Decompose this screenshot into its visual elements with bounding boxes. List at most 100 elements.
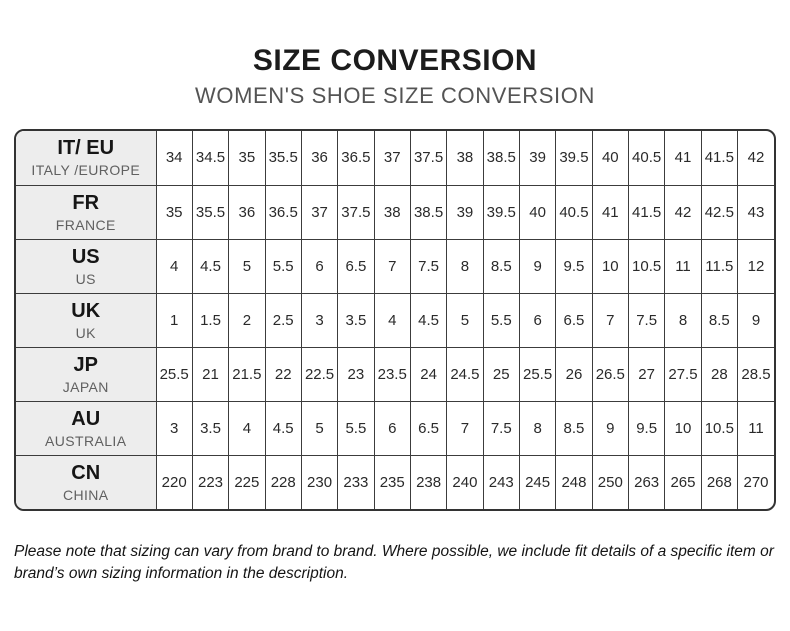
size-cell: 248 <box>555 454 593 510</box>
row-label-cell: IT/ EU ITALY /EUROPE <box>16 131 157 186</box>
size-cell: 5.5 <box>264 238 302 294</box>
size-cell: 10.5 <box>700 400 739 456</box>
size-cell: 228 <box>264 454 302 510</box>
size-cell: 43 <box>737 184 774 240</box>
row-label-region: CHINA <box>62 486 109 503</box>
row-label-region: ITALY /EUROPE <box>31 162 141 179</box>
size-cell: 3 <box>300 292 339 348</box>
size-cell: 40.5 <box>555 184 593 240</box>
size-cell: 36 <box>228 184 266 240</box>
size-cell: 8 <box>518 400 557 456</box>
row-label-cell: UK UK <box>16 292 157 348</box>
size-cell: 40 <box>518 184 557 240</box>
size-cell: 4.5 <box>409 292 448 348</box>
row-label-region: UK <box>75 324 96 341</box>
size-cell: 34 <box>155 131 193 186</box>
size-cell: 11 <box>737 400 774 456</box>
row-label-cell: AU AUSTRALIA <box>16 400 157 456</box>
size-cell: 225 <box>228 454 266 510</box>
size-cell: 22.5 <box>300 346 339 402</box>
size-cell: 38.5 <box>482 131 520 186</box>
size-cell: 35 <box>228 131 266 186</box>
size-cell: 9 <box>737 292 774 348</box>
size-cell: 5.5 <box>337 400 375 456</box>
size-cell: 270 <box>737 454 774 510</box>
row-label-code: IT/ EU <box>57 137 115 160</box>
size-cell: 245 <box>518 454 557 510</box>
table-row-au: AU AUSTRALIA 3 3.5 4 4.5 5 5.5 6 6.5 7 7.5 8 8.5 9 9.5 1… <box>16 400 774 456</box>
size-cell: 9 <box>591 400 629 456</box>
size-cell: 36.5 <box>264 184 302 240</box>
size-cell: 39.5 <box>482 184 520 240</box>
size-cell: 2.5 <box>264 292 302 348</box>
table-row-cn: CN CHINA 220 223 225 228 230 233 235 238 240 243 245… <box>16 454 774 510</box>
row-label-cell: US US <box>16 238 157 294</box>
size-conversion-table-wrap: IT/ EU ITALY /EUROPE 34 34.5 35 35.5 36 36.5 37 3… <box>14 129 776 512</box>
size-cell: 41.5 <box>627 184 666 240</box>
size-cell: 8 <box>664 292 702 348</box>
row-label-region: JAPAN <box>62 378 109 395</box>
size-cell: 220 <box>155 454 193 510</box>
size-cell: 8 <box>446 238 484 294</box>
size-cell: 9.5 <box>555 238 593 294</box>
size-cell: 25 <box>482 346 520 402</box>
size-cell: 6.5 <box>337 238 375 294</box>
size-cell: 21 <box>191 346 230 402</box>
row-label-code: JP <box>73 353 98 376</box>
size-cell: 28 <box>700 346 739 402</box>
size-cell: 42 <box>664 184 702 240</box>
size-conversion-table: IT/ EU ITALY /EUROPE 34 34.5 35 35.5 36 36.5 37 3… <box>16 131 774 510</box>
size-table-body: IT/ EU ITALY /EUROPE 34 34.5 35 35.5 36 36.5 37 3… <box>16 131 774 510</box>
size-cell: 7.5 <box>627 292 666 348</box>
size-cell: 27.5 <box>664 346 702 402</box>
size-cell: 5.5 <box>482 292 520 348</box>
size-cell: 42.5 <box>700 184 739 240</box>
row-label-code: AU <box>71 407 101 430</box>
table-row-iteu: IT/ EU ITALY /EUROPE 34 34.5 35 35.5 36 36.5 37 3… <box>16 131 774 186</box>
row-label-cell: JP JAPAN <box>16 346 157 402</box>
size-cell: 40.5 <box>627 131 666 186</box>
size-cell: 37.5 <box>337 184 375 240</box>
page-title: SIZE CONVERSION <box>252 44 538 77</box>
size-cell: 38.5 <box>409 184 448 240</box>
size-cell: 5 <box>300 400 339 456</box>
size-cell: 235 <box>373 454 411 510</box>
size-cell: 6.5 <box>409 400 448 456</box>
size-cell: 7.5 <box>482 400 520 456</box>
size-cell: 6 <box>373 400 411 456</box>
size-cell: 233 <box>337 454 375 510</box>
size-cell: 12 <box>737 238 774 294</box>
size-cell: 6 <box>518 292 557 348</box>
size-cell: 37 <box>373 131 411 186</box>
size-cell: 1.5 <box>191 292 230 348</box>
size-cell: 5 <box>228 238 266 294</box>
size-cell: 23.5 <box>373 346 411 402</box>
table-row-jp: JP JAPAN 25.5 21 21.5 22 22.5 23 23.5 24 24.5 25 25.… <box>16 346 774 402</box>
size-cell: 41 <box>664 131 702 186</box>
size-cell: 4 <box>155 238 193 294</box>
size-cell: 6.5 <box>555 292 593 348</box>
table-row-us: US US 4 4.5 5 5.5 6 6.5 7 7.5 8 8.5 9 9.5 10 10.5 11 11.5… <box>16 238 774 294</box>
size-cell: 37.5 <box>409 131 448 186</box>
size-cell: 4 <box>228 400 266 456</box>
size-cell: 4.5 <box>191 238 230 294</box>
size-cell: 3 <box>155 400 193 456</box>
size-cell: 8.5 <box>555 400 593 456</box>
size-cell: 10 <box>664 400 702 456</box>
row-label-code: FR <box>72 191 100 214</box>
size-cell: 24.5 <box>446 346 484 402</box>
row-label-region: AUSTRALIA <box>45 432 127 449</box>
size-cell: 39 <box>518 131 557 186</box>
size-cell: 243 <box>482 454 520 510</box>
size-cell: 265 <box>664 454 702 510</box>
size-cell: 41.5 <box>700 131 739 186</box>
size-cell: 36 <box>300 131 339 186</box>
size-cell: 263 <box>627 454 666 510</box>
size-cell: 6 <box>300 238 339 294</box>
size-cell: 37 <box>300 184 339 240</box>
size-cell: 8.5 <box>700 292 739 348</box>
size-cell: 1 <box>155 292 193 348</box>
size-cell: 39.5 <box>555 131 593 186</box>
size-cell: 36.5 <box>337 131 375 186</box>
row-label-code: UK <box>71 299 101 322</box>
